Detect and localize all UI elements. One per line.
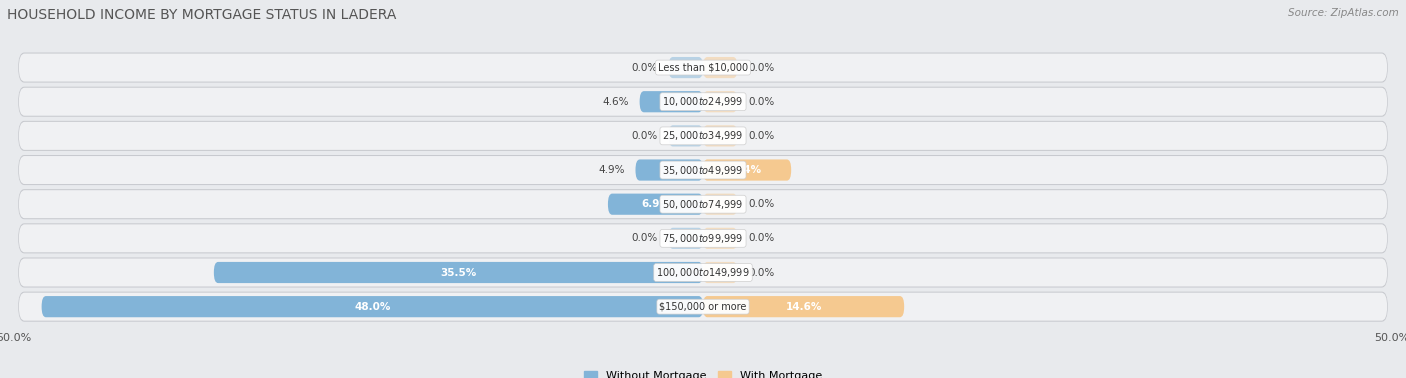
Text: 4.9%: 4.9% bbox=[598, 165, 624, 175]
Text: HOUSEHOLD INCOME BY MORTGAGE STATUS IN LADERA: HOUSEHOLD INCOME BY MORTGAGE STATUS IN L… bbox=[7, 8, 396, 22]
FancyBboxPatch shape bbox=[42, 296, 703, 317]
Text: $50,000 to $74,999: $50,000 to $74,999 bbox=[662, 198, 744, 211]
FancyBboxPatch shape bbox=[18, 54, 1388, 82]
Text: 48.0%: 48.0% bbox=[354, 302, 391, 311]
Text: $150,000 or more: $150,000 or more bbox=[659, 302, 747, 311]
FancyBboxPatch shape bbox=[640, 91, 703, 112]
FancyBboxPatch shape bbox=[18, 121, 1388, 151]
FancyBboxPatch shape bbox=[703, 125, 738, 146]
Text: 0.0%: 0.0% bbox=[631, 233, 658, 243]
FancyBboxPatch shape bbox=[669, 57, 703, 78]
FancyBboxPatch shape bbox=[703, 57, 738, 78]
FancyBboxPatch shape bbox=[703, 194, 738, 215]
Text: 6.9%: 6.9% bbox=[641, 199, 669, 209]
FancyBboxPatch shape bbox=[18, 190, 1388, 218]
Text: Source: ZipAtlas.com: Source: ZipAtlas.com bbox=[1288, 8, 1399, 17]
FancyBboxPatch shape bbox=[607, 194, 703, 215]
Text: 0.0%: 0.0% bbox=[748, 131, 775, 141]
Text: Less than $10,000: Less than $10,000 bbox=[658, 63, 748, 73]
Text: 0.0%: 0.0% bbox=[748, 199, 775, 209]
Text: 0.0%: 0.0% bbox=[748, 268, 775, 277]
FancyBboxPatch shape bbox=[18, 224, 1388, 253]
FancyBboxPatch shape bbox=[703, 91, 738, 112]
Text: 0.0%: 0.0% bbox=[631, 131, 658, 141]
Text: 14.6%: 14.6% bbox=[786, 302, 821, 311]
FancyBboxPatch shape bbox=[703, 262, 738, 283]
Text: 0.0%: 0.0% bbox=[631, 63, 658, 73]
FancyBboxPatch shape bbox=[18, 292, 1388, 322]
Text: 6.4%: 6.4% bbox=[733, 165, 762, 175]
Text: 0.0%: 0.0% bbox=[748, 97, 775, 107]
FancyBboxPatch shape bbox=[669, 125, 703, 146]
FancyBboxPatch shape bbox=[214, 262, 703, 283]
FancyBboxPatch shape bbox=[18, 156, 1388, 184]
FancyBboxPatch shape bbox=[703, 160, 792, 181]
FancyBboxPatch shape bbox=[636, 160, 703, 181]
Text: 35.5%: 35.5% bbox=[440, 268, 477, 277]
FancyBboxPatch shape bbox=[703, 296, 904, 317]
Text: $100,000 to $149,999: $100,000 to $149,999 bbox=[657, 266, 749, 279]
FancyBboxPatch shape bbox=[669, 228, 703, 249]
Text: $10,000 to $24,999: $10,000 to $24,999 bbox=[662, 95, 744, 108]
FancyBboxPatch shape bbox=[18, 53, 1388, 82]
Text: $25,000 to $34,999: $25,000 to $34,999 bbox=[662, 129, 744, 143]
FancyBboxPatch shape bbox=[18, 259, 1388, 287]
Text: 0.0%: 0.0% bbox=[748, 63, 775, 73]
FancyBboxPatch shape bbox=[18, 223, 1388, 253]
Text: $35,000 to $49,999: $35,000 to $49,999 bbox=[662, 164, 744, 177]
FancyBboxPatch shape bbox=[18, 122, 1388, 150]
Legend: Without Mortgage, With Mortgage: Without Mortgage, With Mortgage bbox=[579, 366, 827, 378]
FancyBboxPatch shape bbox=[18, 189, 1388, 219]
Text: $75,000 to $99,999: $75,000 to $99,999 bbox=[662, 232, 744, 245]
FancyBboxPatch shape bbox=[18, 155, 1388, 185]
FancyBboxPatch shape bbox=[18, 87, 1388, 117]
FancyBboxPatch shape bbox=[18, 293, 1388, 321]
Text: 4.6%: 4.6% bbox=[602, 97, 628, 107]
FancyBboxPatch shape bbox=[18, 257, 1388, 288]
FancyBboxPatch shape bbox=[18, 88, 1388, 116]
Text: 0.0%: 0.0% bbox=[748, 233, 775, 243]
FancyBboxPatch shape bbox=[703, 228, 738, 249]
